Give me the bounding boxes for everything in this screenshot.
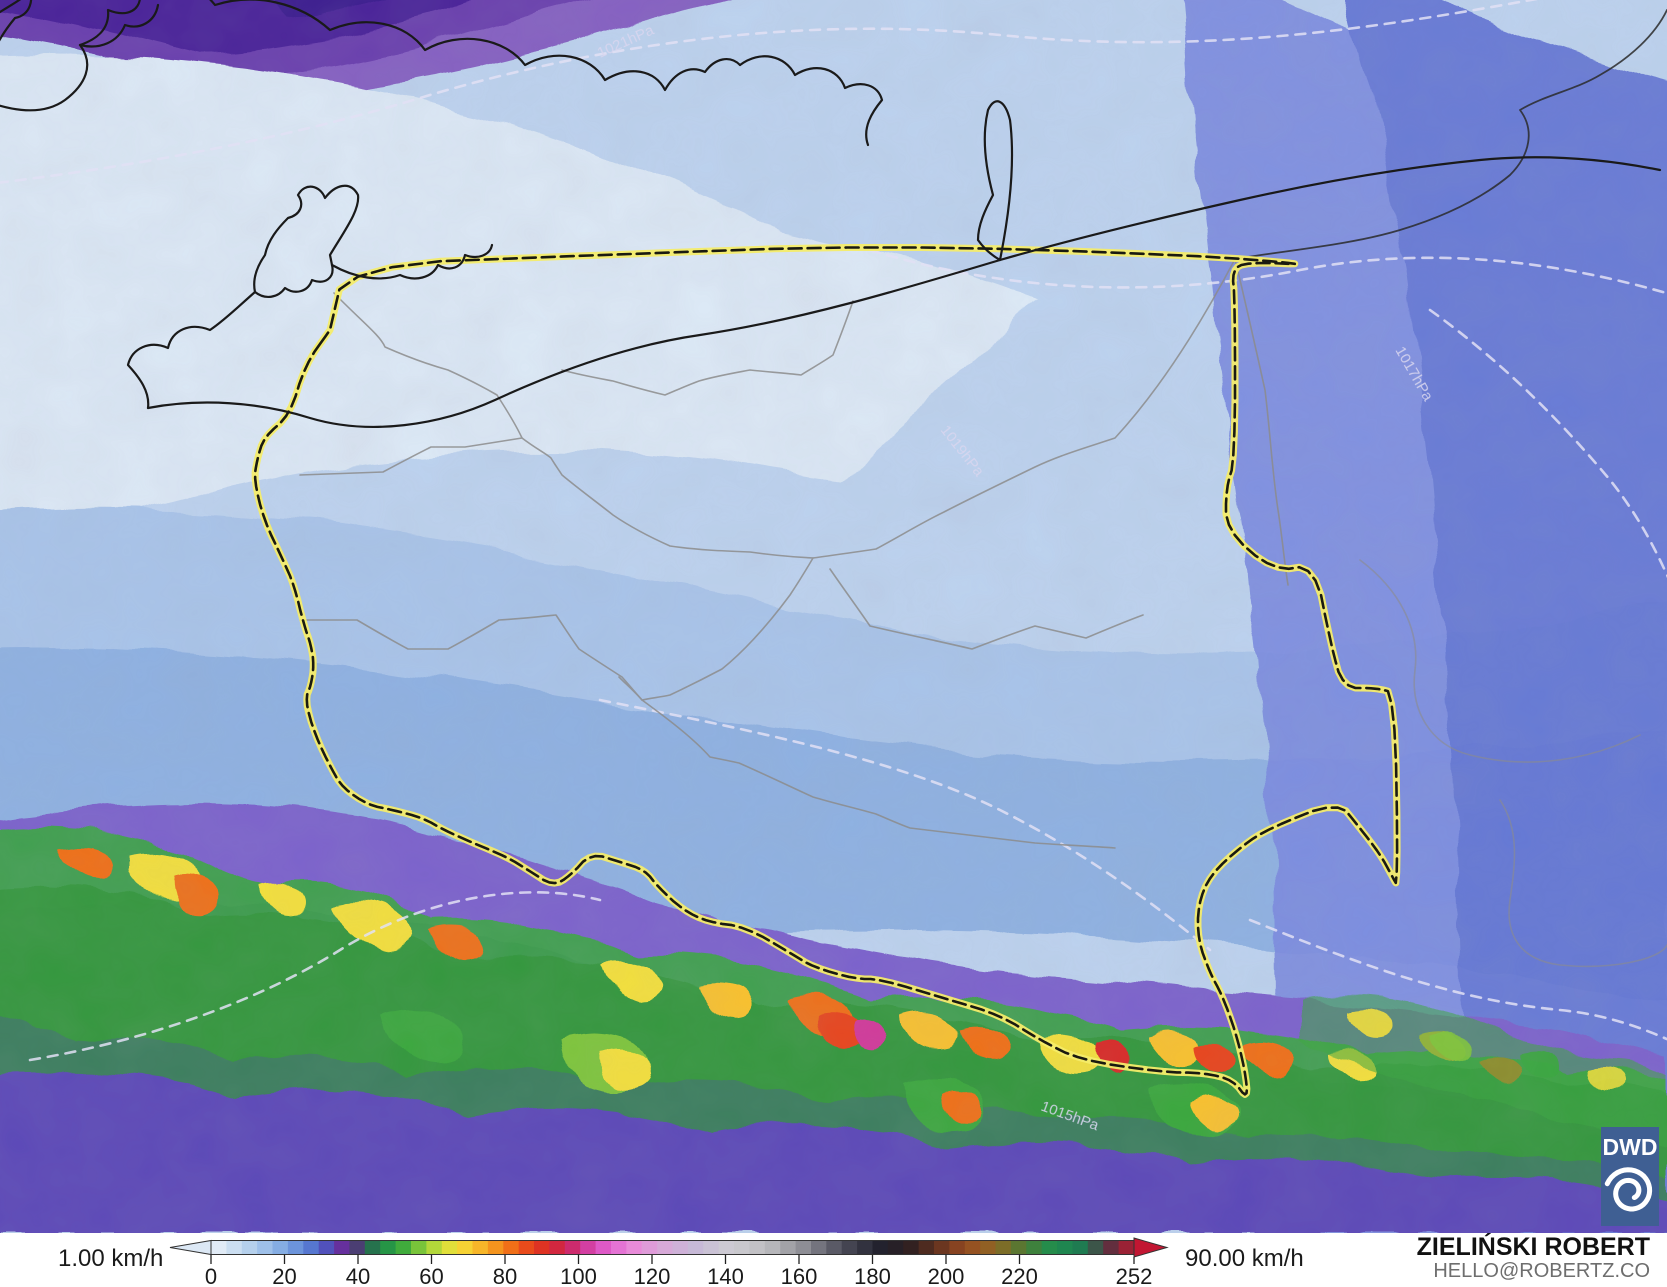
svg-text:40: 40 (346, 1264, 370, 1287)
svg-text:100: 100 (560, 1264, 597, 1287)
svg-text:160: 160 (781, 1264, 818, 1287)
svg-text:200: 200 (928, 1264, 965, 1287)
svg-text:90.00 km/h: 90.00 km/h (1185, 1245, 1304, 1272)
svg-text:252: 252 (1116, 1264, 1153, 1287)
svg-text:ZIELIŃSKI ROBERT: ZIELIŃSKI ROBERT (1417, 1233, 1650, 1261)
svg-text:60: 60 (419, 1264, 443, 1287)
svg-text:1.00 km/h: 1.00 km/h (58, 1245, 163, 1272)
svg-text:DWD: DWD (1603, 1134, 1658, 1160)
svg-text:0: 0 (205, 1264, 217, 1287)
svg-text:20: 20 (272, 1264, 296, 1287)
svg-text:120: 120 (634, 1264, 671, 1287)
svg-text:80: 80 (493, 1264, 517, 1287)
svg-text:140: 140 (707, 1264, 744, 1287)
svg-text:220: 220 (1001, 1264, 1038, 1287)
svg-text:180: 180 (854, 1264, 891, 1287)
svg-text:HELLO@ROBERTZ.CO: HELLO@ROBERTZ.CO (1433, 1260, 1650, 1282)
